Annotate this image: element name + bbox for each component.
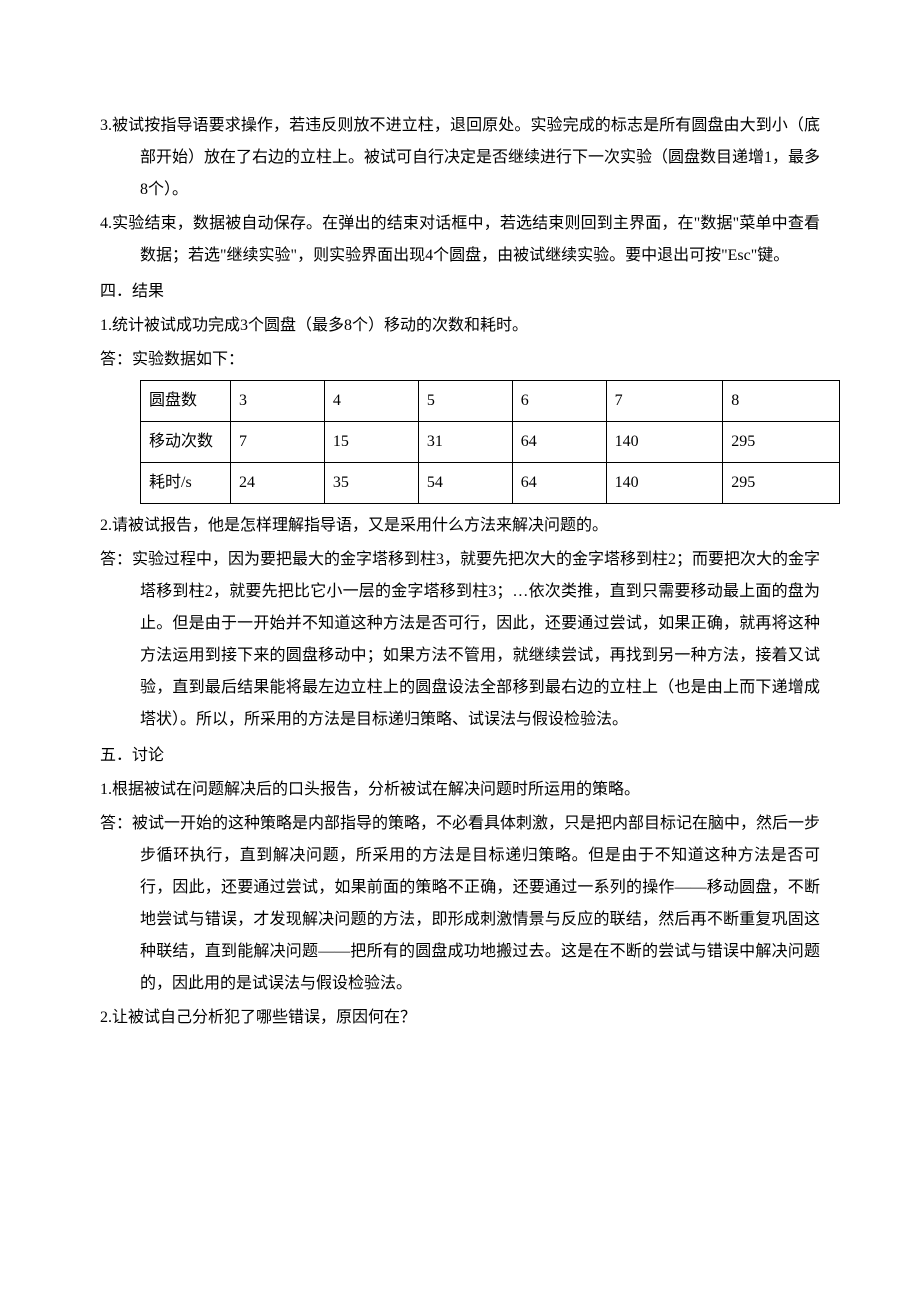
table-cell: 4 — [324, 381, 418, 422]
table-cell: 7 — [606, 381, 723, 422]
table-cell: 35 — [324, 463, 418, 504]
table-cell: 15 — [324, 422, 418, 463]
table-cell: 8 — [723, 381, 840, 422]
table-cell: 140 — [606, 422, 723, 463]
table-row: 圆盘数 3 4 5 6 7 8 — [141, 381, 840, 422]
section-5-a1: 答：被试一开始的这种策略是内部指导的策略，不必看具体刺激，只是把内部目标记在脑中… — [100, 808, 820, 1000]
section-4-heading: 四．结果 — [100, 276, 820, 308]
table-cell: 6 — [512, 381, 606, 422]
section-5-q2: 2.让被试自己分析犯了哪些错误，原因何在？ — [100, 1002, 820, 1034]
section-4-q1: 1.统计被试成功完成3个圆盘（最多8个）移动的次数和耗时。 — [100, 310, 820, 342]
section-5-heading: 五．讨论 — [100, 740, 820, 772]
table-cell: 3 — [231, 381, 325, 422]
table-cell: 耗时/s — [141, 463, 231, 504]
table-cell: 24 — [231, 463, 325, 504]
section-4-q2: 2.请被试报告，他是怎样理解指导语，又是采用什么方法来解决问题的。 — [100, 510, 820, 542]
table-row: 移动次数 7 15 31 64 140 295 — [141, 422, 840, 463]
table-cell: 31 — [418, 422, 512, 463]
table-cell: 7 — [231, 422, 325, 463]
table-cell: 圆盘数 — [141, 381, 231, 422]
procedure-item-3: 3.被试按指导语要求操作，若违反则放不进立柱，退回原处。实验完成的标志是所有圆盘… — [100, 110, 820, 206]
section-4-a2: 答：实验过程中，因为要把最大的金字塔移到柱3，就要先把次大的金字塔移到柱2；而要… — [100, 544, 820, 736]
table-row: 耗时/s 24 35 54 64 140 295 — [141, 463, 840, 504]
table-cell: 64 — [512, 422, 606, 463]
results-table: 圆盘数 3 4 5 6 7 8 移动次数 7 15 31 64 140 295 … — [140, 380, 840, 504]
table-cell: 5 — [418, 381, 512, 422]
section-5-q1: 1.根据被试在问题解决后的口头报告，分析被试在解决问题时所运用的策略。 — [100, 774, 820, 806]
table-cell: 295 — [723, 422, 840, 463]
table-cell: 140 — [606, 463, 723, 504]
table-cell: 64 — [512, 463, 606, 504]
table-cell: 54 — [418, 463, 512, 504]
table-cell: 移动次数 — [141, 422, 231, 463]
table-cell: 295 — [723, 463, 840, 504]
section-4-a1-label: 答：实验数据如下： — [100, 344, 820, 376]
procedure-item-4: 4.实验结束，数据被自动保存。在弹出的结束对话框中，若选结束则回到主界面，在"数… — [100, 208, 820, 272]
